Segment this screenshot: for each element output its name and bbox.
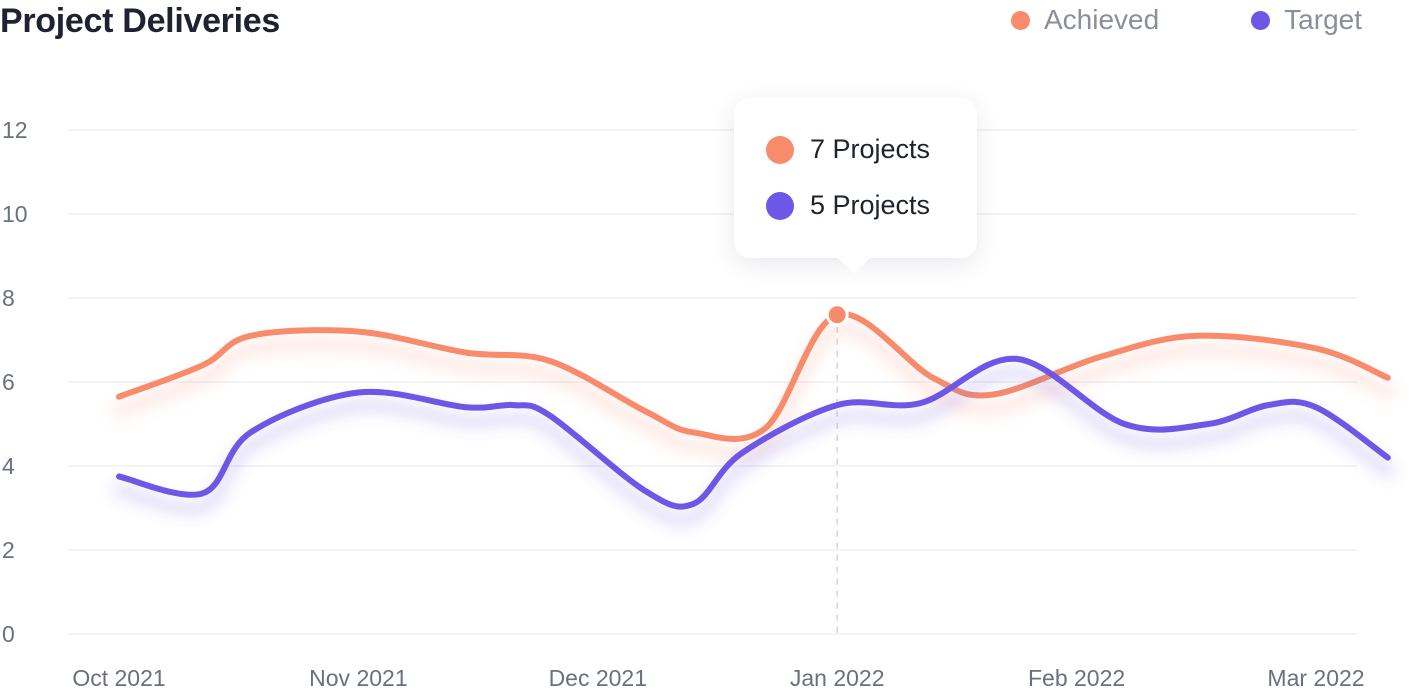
tooltip-dot-achieved (766, 135, 794, 164)
y-tick-label: 0 (2, 621, 15, 647)
x-axis: Oct 2021 Nov 2021 Dec 2021 Jan 2022 Feb 2022… (72, 665, 1364, 691)
y-axis: 0 2 4 6 8 10 12 (2, 117, 28, 647)
tooltip: 7 Projects 5 Projects (734, 98, 977, 274)
x-tick-label: Oct 2021 (72, 665, 165, 691)
legend-label-target: Target (1284, 4, 1362, 35)
hover-point-achieved[interactable] (825, 303, 849, 327)
y-tick-label: 12 (2, 117, 28, 143)
series (112, 311, 1395, 528)
legend-dot-achieved (1010, 10, 1030, 30)
legend-item-target[interactable]: Target (1251, 4, 1362, 36)
legend-dot-target (1251, 10, 1271, 30)
series-line-achieved[interactable] (116, 311, 1391, 442)
series-glow-target (112, 365, 1395, 528)
x-tick-label: Nov 2021 (309, 665, 407, 691)
series-line-target[interactable] (116, 355, 1391, 510)
legend-item-achieved[interactable]: Achieved (1010, 4, 1160, 36)
tooltip-arrow (836, 256, 872, 274)
y-tick-label: 6 (2, 369, 15, 395)
legend-label-achieved: Achieved (1043, 4, 1160, 35)
tooltip-label-target: 5 Projects (810, 190, 931, 220)
legend: Achieved Target (1010, 4, 1362, 36)
x-tick-label: Mar 2022 (1267, 665, 1364, 691)
y-tick-label: 8 (2, 285, 15, 311)
chart-title: Project Deliveries (0, 2, 280, 40)
tooltip-dot-target (766, 191, 794, 220)
tooltip-row-target: 5 Projects (766, 190, 930, 221)
x-tick-label: Feb 2022 (1028, 665, 1125, 691)
y-tick-label: 10 (2, 201, 28, 227)
y-tick-label: 2 (2, 537, 15, 563)
x-tick-label: Dec 2021 (549, 665, 647, 691)
y-tick-label: 4 (2, 453, 15, 479)
tooltip-label-achieved: 7 Projects (810, 134, 931, 164)
x-tick-label: Jan 2022 (790, 665, 885, 691)
tooltip-row-achieved: 7 Projects (766, 134, 930, 165)
grid (68, 129, 1357, 635)
